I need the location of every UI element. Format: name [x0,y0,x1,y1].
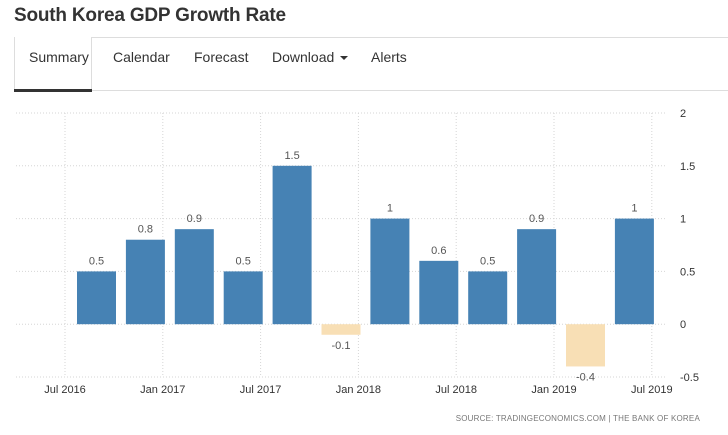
bar-2019-q2[interactable] [614,218,654,325]
active-tab-indicator [14,89,92,92]
bar-value-label: 1.5 [284,150,299,162]
y-tick-label: 1 [680,214,686,226]
bar-2016-q3[interactable] [77,271,116,325]
bar-layer [77,165,654,367]
x-tick-label: Jul 2018 [435,384,477,396]
bar-2016-q4[interactable] [125,239,165,325]
tab-summary[interactable]: Summary [14,37,92,91]
bar-value-label: 1 [631,203,637,215]
bar-2018-q2[interactable] [419,260,459,325]
tab-calendar[interactable]: Calendar [113,49,170,65]
bar-value-label: 0.8 [138,224,153,236]
y-tick-label: 1.5 [680,161,695,173]
bar-value-label: 1 [387,203,393,215]
y-tick-label: 0.5 [680,266,695,278]
y-tick-label: 2 [680,108,686,120]
bar-2017-q1[interactable] [174,229,214,325]
bar-2018-q1[interactable] [370,218,410,325]
source-attribution: SOURCE: TRADINGECONOMICS.COM | THE BANK … [455,414,700,423]
bar-2019-q1[interactable] [566,324,605,367]
x-tick-label: Jul 2016 [44,384,86,396]
x-tick-label: Jan 2017 [140,384,185,396]
tab-forecast[interactable]: Forecast [194,49,249,65]
bar-value-label: 0.9 [187,213,202,225]
bar-value-label: 0.9 [529,213,544,225]
tab-alerts[interactable]: Alerts [371,49,407,65]
x-tick-label: Jan 2018 [336,384,381,396]
tab-bar: Summary Calendar Forecast Download Alert… [14,37,728,91]
value-label-layer: 0.5 0.8 0.9 0.5 1.5 -0.1 1 0.6 0.5 0.9 -0.4 1 [89,150,638,384]
bar-2017-q4[interactable] [321,324,361,335]
y-tick-label: -0.5 [680,372,699,384]
y-tick-label: 0 [680,319,686,331]
gdp-growth-chart: 0.5 0.8 0.9 0.5 1.5 -0.1 1 0.6 0.5 0.9 -0.4 1 2 1.5 1… [16,108,699,396]
bar-2018-q4[interactable] [517,229,557,325]
page-title: South Korea GDP Growth Rate [14,5,286,26]
x-tick-label: Jul 2017 [240,384,282,396]
bar-value-label: 0.5 [236,255,251,267]
x-tick-label: Jan 2019 [531,384,576,396]
bar-2017-q3[interactable] [272,165,312,325]
bar-value-label: 0.5 [480,255,495,267]
bar-value-label: 0.6 [431,245,446,257]
bar-2017-q2[interactable] [223,271,263,325]
bar-value-label: 0.5 [89,255,104,267]
tab-download[interactable]: Download [272,38,349,90]
x-axis: Jul 2016 Jan 2017 Jul 2017 Jan 2018 Jul 2018… [44,384,672,396]
caret-down-icon [340,56,349,61]
bar-value-label: -0.4 [576,371,595,383]
x-tick-label: Jul 2019 [631,384,673,396]
bar-value-label: -0.1 [332,340,351,352]
bar-2018-q3[interactable] [468,271,508,325]
y-axis: 2 1.5 1 0.5 0 -0.5 [680,108,699,384]
tab-download-label: Download [272,49,335,65]
